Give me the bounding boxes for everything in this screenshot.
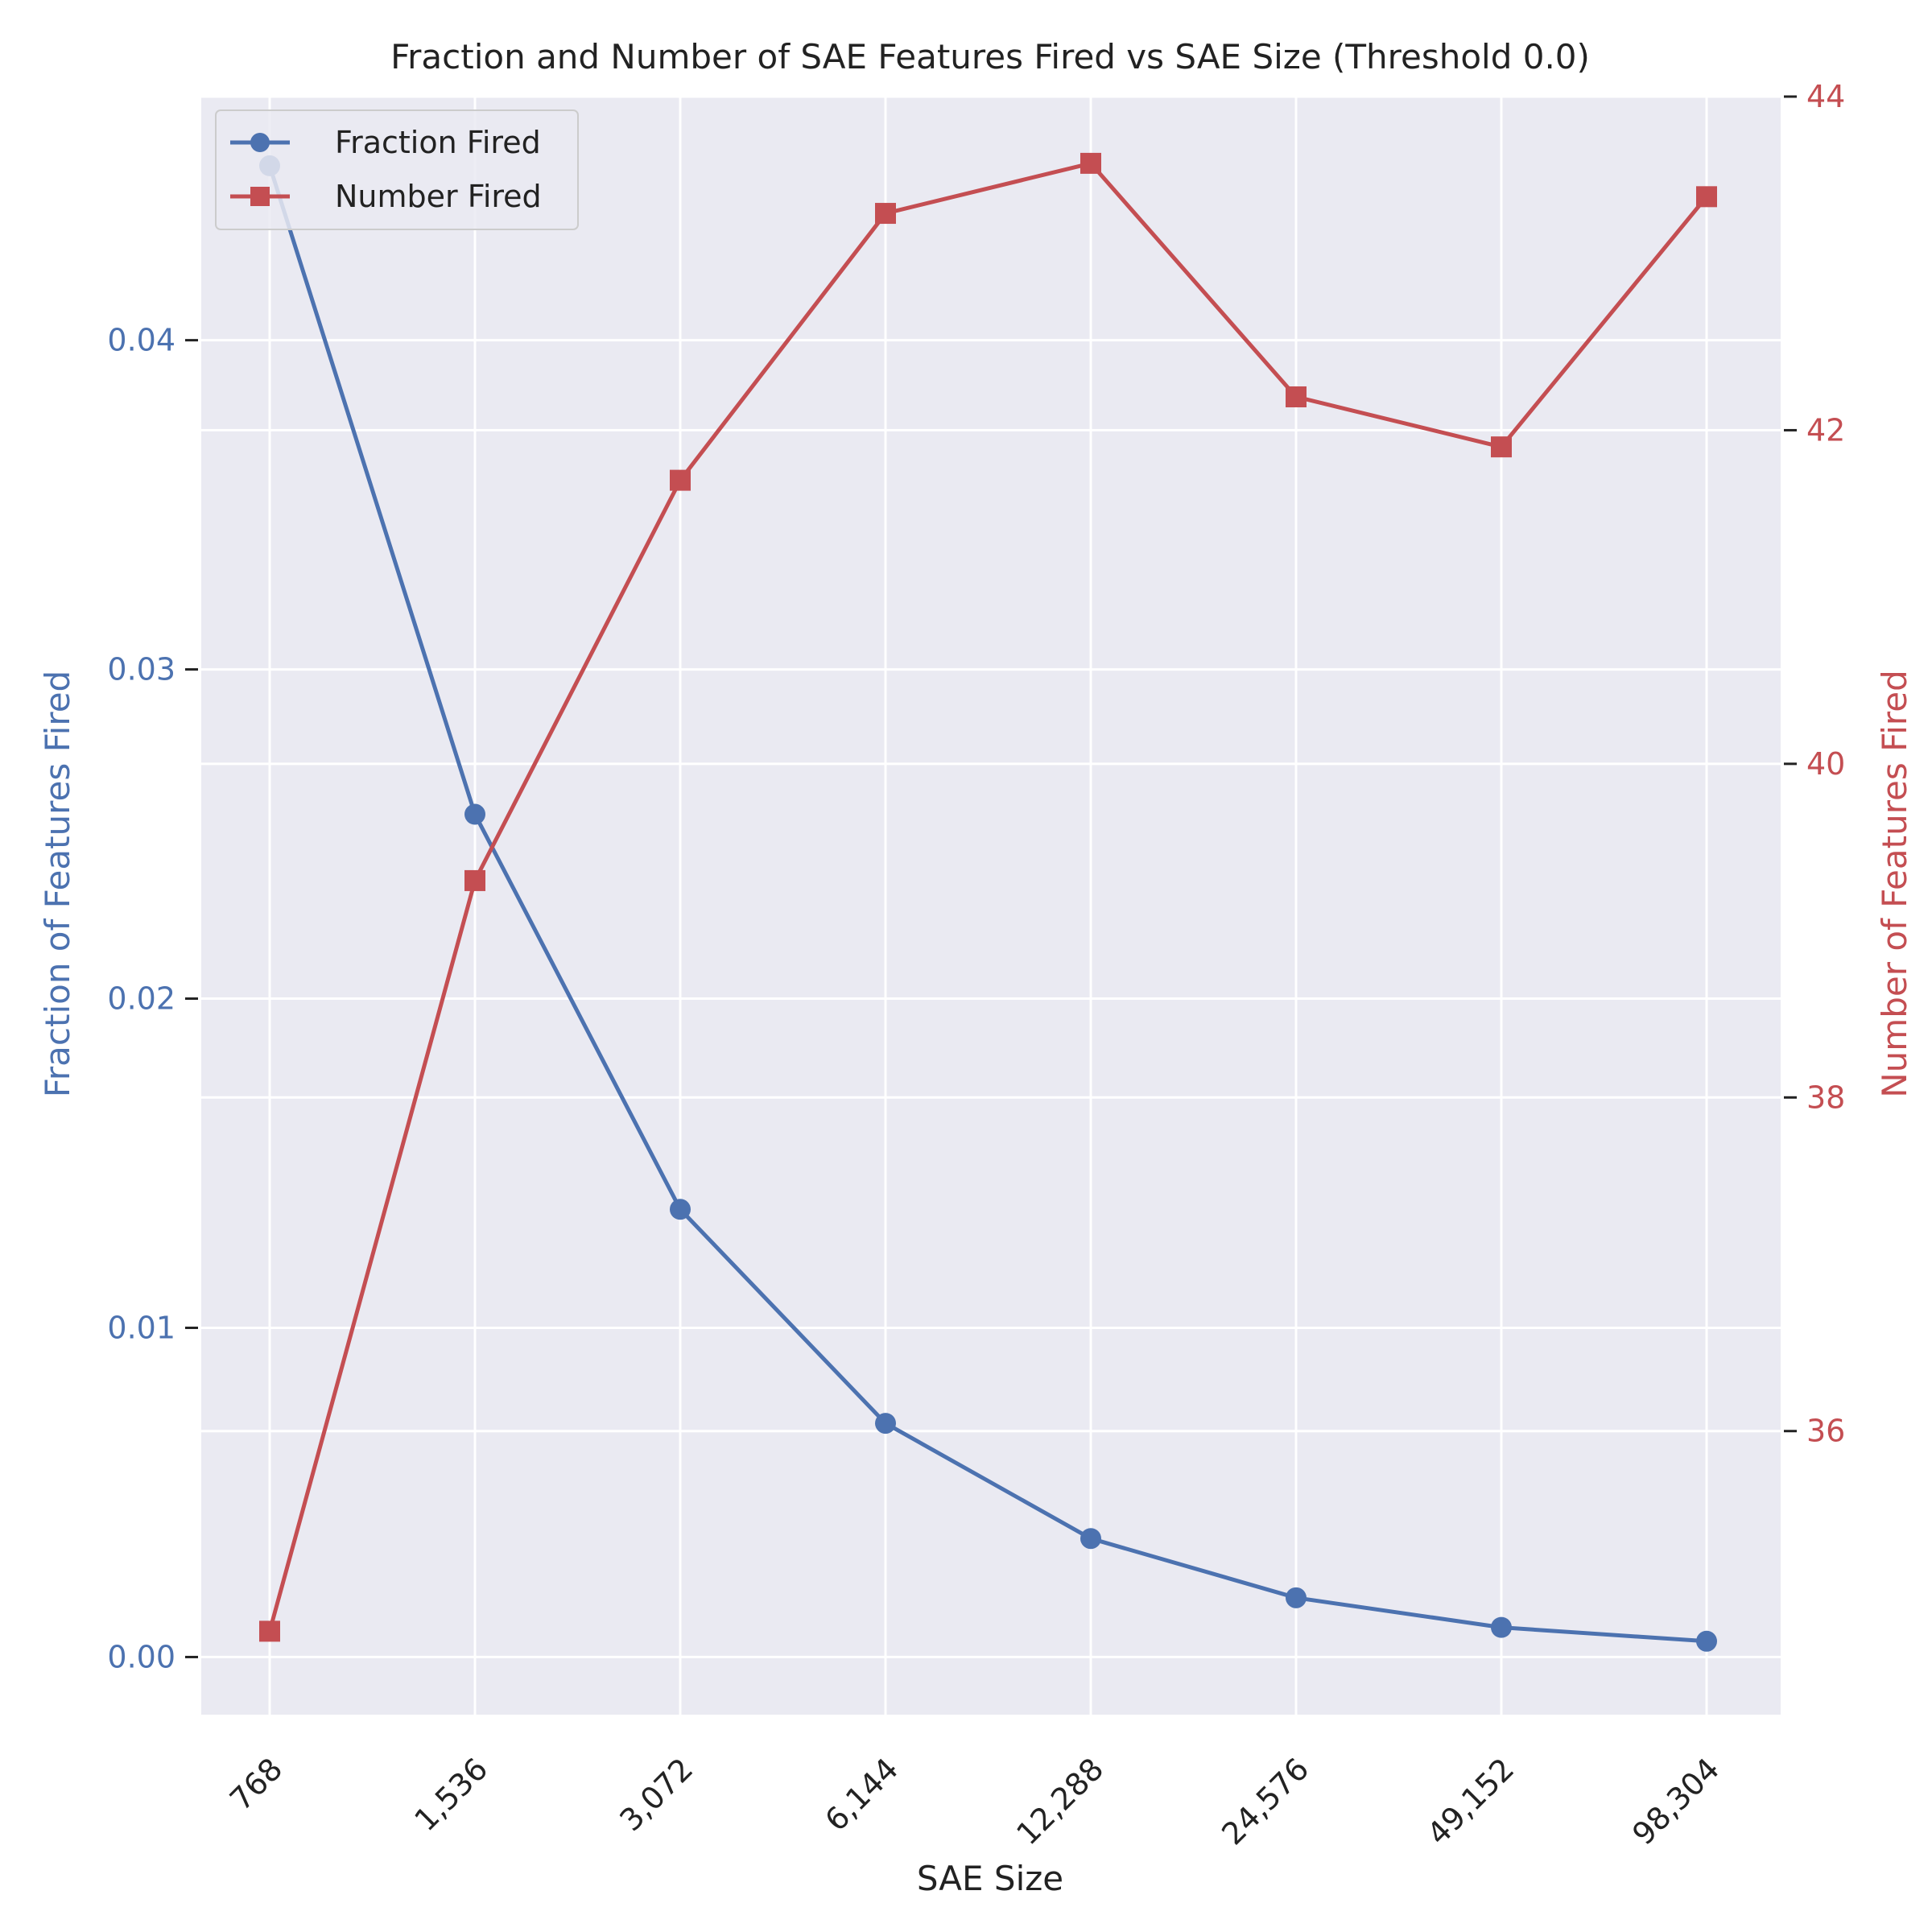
- x-tick-label: 98,304: [1625, 1751, 1726, 1852]
- x-tick-label: 1,536: [407, 1751, 494, 1838]
- data-point-fraction-fired: [670, 1199, 691, 1220]
- data-point-fraction-fired: [1286, 1587, 1307, 1608]
- x-tick-label: 768: [223, 1751, 289, 1817]
- data-point-fraction-fired: [1491, 1616, 1512, 1638]
- y-right-tick-label: 44: [1806, 79, 1845, 114]
- y-left-tick-label: 0.00: [107, 1639, 175, 1674]
- y-left-tick-label: 0.03: [107, 652, 175, 687]
- data-point-fraction-fired: [875, 1413, 896, 1435]
- series-line-number-fired: [267, 161, 1708, 1633]
- legend-box: [215, 109, 579, 230]
- data-point-fraction-fired: [464, 803, 485, 825]
- chart-title: Fraction and Number of SAE Features Fire…: [390, 37, 1590, 76]
- plot-area: [201, 97, 1781, 1715]
- y-left-tick-label: 0.04: [107, 323, 175, 358]
- x-tick-label: 12,288: [1009, 1751, 1110, 1852]
- y-right-tick-label: 42: [1806, 412, 1845, 448]
- legend-label: Fraction Fired: [335, 125, 541, 160]
- data-point-number-fired: [670, 469, 691, 491]
- y-axis-left-label: Fraction of Features Fired: [38, 671, 77, 1097]
- data-point-fraction-fired: [1696, 1630, 1717, 1652]
- data-point-number-fired: [1491, 436, 1512, 458]
- data-point-number-fired: [1286, 386, 1307, 407]
- legend-marker-circle: [250, 133, 270, 152]
- data-point-number-fired: [259, 1620, 280, 1642]
- y-right-tick-label: 40: [1806, 746, 1845, 782]
- data-point-number-fired: [875, 203, 896, 225]
- legend-marker-square: [250, 187, 270, 206]
- x-tick-label: 24,576: [1215, 1751, 1315, 1852]
- x-tick-label: 49,152: [1420, 1751, 1521, 1852]
- series-line-fraction-fired: [267, 165, 1707, 1644]
- x-tick-label: 6,144: [818, 1751, 905, 1838]
- y-left-tick-label: 0.02: [107, 981, 175, 1017]
- y-left-tick-label: 0.01: [107, 1310, 175, 1345]
- y-right-tick-label: 38: [1806, 1080, 1845, 1115]
- data-point-fraction-fired: [1080, 1528, 1101, 1550]
- y-right-tick-label: 36: [1806, 1414, 1845, 1449]
- legend-label: Number Fired: [335, 179, 542, 214]
- x-tick-label: 3,072: [613, 1751, 700, 1838]
- x-axis-label: SAE Size: [917, 1859, 1063, 1898]
- data-point-number-fired: [464, 869, 485, 891]
- data-point-number-fired: [1080, 152, 1101, 174]
- data-point-number-fired: [1696, 186, 1717, 208]
- y-axis-right-label: Number of Features Fired: [1875, 670, 1914, 1097]
